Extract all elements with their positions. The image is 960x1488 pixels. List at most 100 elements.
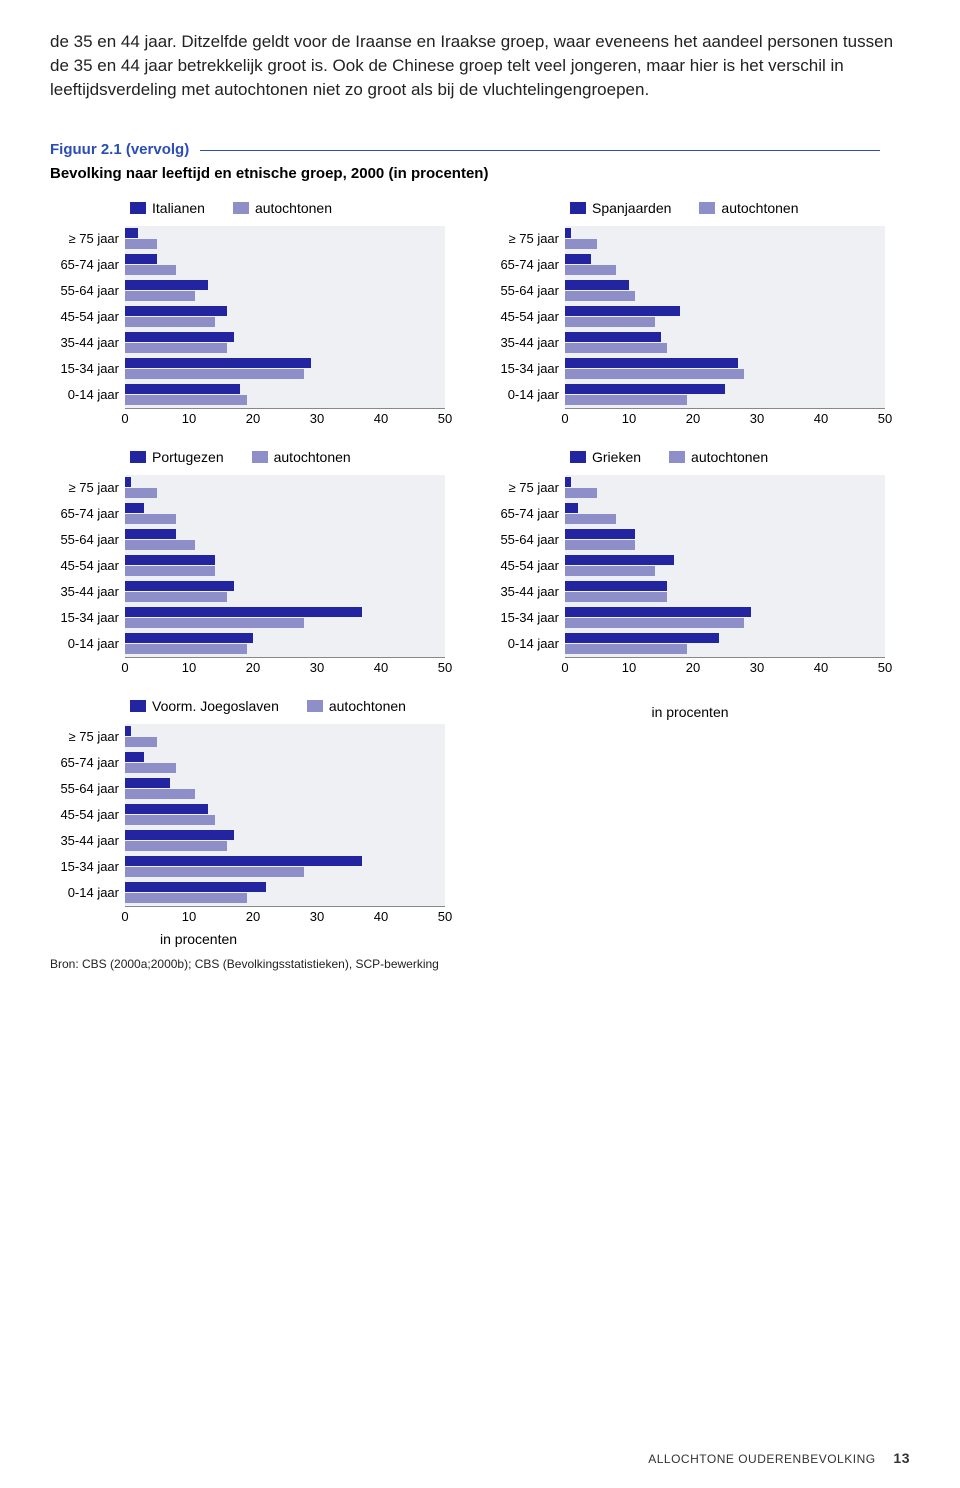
bar-secondary <box>565 343 667 353</box>
bar-row <box>125 356 445 382</box>
legend-item-primary: Grieken <box>570 449 641 465</box>
bar-row <box>125 828 445 854</box>
bar-row <box>565 330 885 356</box>
y-axis-label: 65-74 jaar <box>50 501 119 527</box>
x-tick-label: 10 <box>182 909 196 924</box>
y-axis-label: 35-44 jaar <box>50 828 119 854</box>
y-axis-label: 35-44 jaar <box>50 330 119 356</box>
bar-primary <box>565 254 591 264</box>
bar-row <box>565 356 885 382</box>
bar-primary <box>125 752 144 762</box>
bar-primary <box>565 633 719 643</box>
x-tick-label: 20 <box>686 660 700 675</box>
bar-row <box>565 553 885 579</box>
bar-primary <box>125 477 131 487</box>
legend-item-secondary: autochtonen <box>233 200 332 216</box>
bar-primary <box>125 856 362 866</box>
y-axis-label: 0-14 jaar <box>50 382 119 408</box>
bar-row <box>125 750 445 776</box>
x-tick-label: 20 <box>246 660 260 675</box>
x-tick-label: 40 <box>374 411 388 426</box>
bar-secondary <box>565 369 744 379</box>
x-axis: 01020304050 <box>125 660 445 680</box>
bar-primary <box>125 503 144 513</box>
legend-item-primary: Voorm. Joegoslaven <box>130 698 279 714</box>
bars-area <box>125 226 445 409</box>
bar-primary <box>125 306 227 316</box>
x-tick-label: 30 <box>750 660 764 675</box>
chart: Griekenautochtonen≥ 75 jaar65-74 jaar55-… <box>490 449 890 680</box>
bar-primary <box>125 254 157 264</box>
y-axis-label: ≥ 75 jaar <box>490 475 559 501</box>
bar-primary <box>125 358 311 368</box>
axis-note: in procenten <box>490 698 890 720</box>
x-tick-label: 30 <box>310 909 324 924</box>
y-axis-label: 65-74 jaar <box>490 501 559 527</box>
legend-item-primary: Spanjaarden <box>570 200 671 216</box>
y-axis-labels: ≥ 75 jaar65-74 jaar55-64 jaar45-54 jaar3… <box>50 475 125 658</box>
chart: Portugezen autochtonen ≥ 75 jaar65-74 jaar… <box>50 449 450 680</box>
bar-primary <box>125 555 215 565</box>
x-tick-label: 0 <box>121 909 128 924</box>
legend-item-primary: Portugezen <box>130 449 224 465</box>
x-tick-label: 40 <box>374 660 388 675</box>
legend-item-secondary: autochtonen <box>252 449 351 465</box>
bar-primary <box>565 228 571 238</box>
bar-primary <box>565 477 571 487</box>
bar-secondary <box>565 644 687 654</box>
legend-swatch-icon <box>130 700 146 712</box>
chart: Italianenautochtonen≥ 75 jaar65-74 jaar5… <box>50 200 450 431</box>
bar-secondary <box>125 566 215 576</box>
bar-primary <box>565 306 680 316</box>
bar-primary <box>565 581 667 591</box>
bar-row <box>125 579 445 605</box>
bar-secondary <box>125 592 227 602</box>
bar-row <box>125 382 445 408</box>
y-axis-label: 55-64 jaar <box>50 776 119 802</box>
x-axis: 01020304050 <box>565 660 885 680</box>
bar-primary <box>125 384 240 394</box>
bar-row <box>565 579 885 605</box>
x-tick-label: 50 <box>878 660 892 675</box>
bars-area <box>565 226 885 409</box>
y-axis-label: ≥ 75 jaar <box>490 226 559 252</box>
legend-swatch-icon <box>252 451 268 463</box>
x-tick-label: 10 <box>622 411 636 426</box>
x-tick-label: 40 <box>814 411 828 426</box>
y-axis-label: 15-34 jaar <box>50 356 119 382</box>
bar-primary <box>125 581 234 591</box>
bar-secondary <box>125 395 247 405</box>
intro-paragraph: de 35 en 44 jaar. Ditzelfde geldt voor d… <box>50 30 910 101</box>
bars-area <box>125 475 445 658</box>
bar-secondary <box>125 618 304 628</box>
legend-swatch-icon <box>570 202 586 214</box>
x-tick-label: 10 <box>622 660 636 675</box>
y-axis-label: 65-74 jaar <box>50 750 119 776</box>
y-axis-label: 0-14 jaar <box>50 631 119 657</box>
legend-label: Spanjaarden <box>592 200 671 216</box>
bar-row <box>565 475 885 501</box>
y-axis-label: 35-44 jaar <box>50 579 119 605</box>
legend-swatch-icon <box>130 451 146 463</box>
legend-label: autochtonen <box>274 449 351 465</box>
bar-primary <box>125 633 253 643</box>
bar-row <box>125 278 445 304</box>
bar-row <box>125 605 445 631</box>
bar-secondary <box>125 789 195 799</box>
bar-primary <box>125 726 131 736</box>
bar-primary <box>125 607 362 617</box>
chart-plot: ≥ 75 jaar65-74 jaar55-64 jaar45-54 jaar3… <box>50 475 450 658</box>
axis-note: in procenten <box>160 931 450 947</box>
bar-secondary <box>565 514 616 524</box>
figure-rule <box>200 150 880 151</box>
x-tick-label: 0 <box>121 411 128 426</box>
chart-legend: Spanjaardenautochtonen <box>570 200 890 216</box>
y-axis-label: 55-64 jaar <box>490 278 559 304</box>
legend-item-secondary: autochtonen <box>307 698 406 714</box>
bar-primary <box>565 358 738 368</box>
legend-label: autochtonen <box>255 200 332 216</box>
bar-row <box>125 501 445 527</box>
chart-plot: ≥ 75 jaar65-74 jaar55-64 jaar45-54 jaar3… <box>50 724 450 907</box>
bar-primary <box>125 882 266 892</box>
source-text: Bron: CBS (2000a;2000b); CBS (Bevolkings… <box>50 957 910 971</box>
